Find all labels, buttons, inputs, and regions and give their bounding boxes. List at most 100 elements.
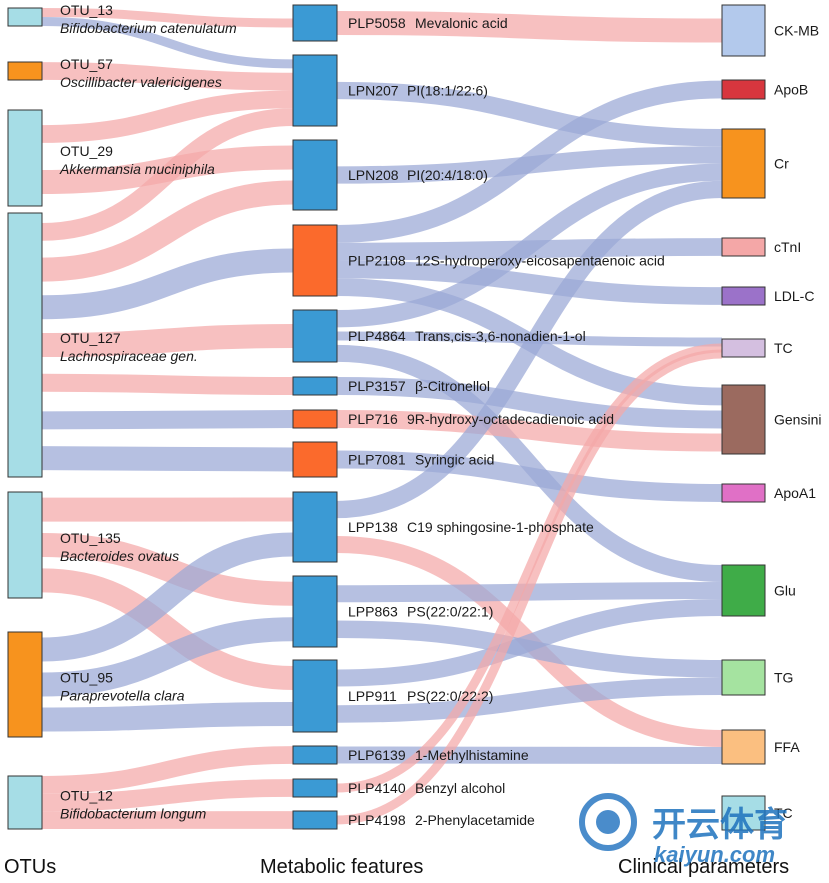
link-LPN207-Cr bbox=[336, 81, 723, 147]
otu-label-OTU_127: OTU_127 bbox=[60, 330, 121, 346]
clinical-node-TC-5 bbox=[721, 338, 766, 358]
clinical-node-LDL-C-4 bbox=[721, 286, 766, 306]
otu-taxon-OTU_135: Bacteroides ovatus bbox=[60, 548, 179, 564]
metabolite-name-LPN207: PI(18:1/22:6) bbox=[407, 83, 488, 99]
metabolite-node-PLP6139 bbox=[292, 745, 338, 765]
clinical-label-TC-5: TC bbox=[774, 340, 793, 356]
otu-node-OTU_29 bbox=[7, 109, 43, 207]
link-OTU_127-PLP3157 bbox=[41, 373, 294, 395]
metabolite-name-PLP5058: Mevalonic acid bbox=[415, 15, 508, 31]
links-layer bbox=[41, 8, 723, 830]
otu-node-OTU_12 bbox=[7, 775, 43, 830]
link-OTU_127-PLP716 bbox=[41, 410, 294, 430]
otu-taxon-OTU_12: Bifidobacterium longum bbox=[60, 806, 207, 822]
link-PLP4864-Glu bbox=[336, 344, 723, 582]
clinical-label-CK-MB-0: CK-MB bbox=[774, 23, 819, 39]
link-OTU_127-PLP7081 bbox=[41, 446, 294, 472]
nodes-layer bbox=[7, 4, 766, 831]
column-titles: OTUs Metabolic features Clinical paramet… bbox=[4, 856, 789, 878]
clinical-node-ApoB-1 bbox=[721, 79, 766, 100]
clinical-node-FFA-10 bbox=[721, 729, 766, 765]
clinical-label-TC-11: TC bbox=[774, 805, 793, 821]
metabolite-node-LPP863 bbox=[292, 575, 338, 648]
clinical-node-CK-MB-0 bbox=[721, 4, 766, 57]
watermark-ball bbox=[596, 810, 620, 834]
otu-node-OTU_127 bbox=[7, 212, 43, 478]
otu-node-OTU_135 bbox=[7, 491, 43, 599]
metabolite-node-LPN207 bbox=[292, 54, 338, 127]
link-PLP4198-TC bbox=[336, 349, 723, 825]
metabolite-name-LPP863: PS(22:0/22:1) bbox=[407, 604, 493, 620]
clinical-label-TG-9: TG bbox=[774, 670, 793, 686]
link-PLP3157-Gensini bbox=[336, 377, 723, 429]
metabolite-id-LPN207: LPN207 bbox=[348, 83, 399, 99]
metabolite-id-PLP4140: PLP4140 bbox=[348, 780, 406, 796]
metabolite-id-PLP716: PLP716 bbox=[348, 411, 398, 427]
metabolite-id-LPN208: LPN208 bbox=[348, 167, 399, 183]
metabolite-id-LPP911: LPP911 bbox=[348, 688, 397, 704]
link-LPP138-Cr bbox=[336, 180, 723, 519]
clinical-node-ApoA1-7 bbox=[721, 483, 766, 503]
link-OTU_95-LPP911 bbox=[41, 702, 294, 732]
otu-label-OTU_95: OTU_95 bbox=[60, 670, 113, 686]
metabolite-node-PLP3157 bbox=[292, 376, 338, 396]
otu-taxon-OTU_57: Oscillibacter valericigenes bbox=[60, 74, 222, 90]
otu-node-OTU_57 bbox=[7, 61, 43, 81]
link-PLP6139-FFA bbox=[336, 746, 723, 764]
clinical-label-cTnI-3: cTnI bbox=[774, 239, 801, 255]
metabolite-name-PLP2108: 12S-hydroperoxy-eicosapentaenoic acid bbox=[415, 253, 665, 269]
clinical-node-TG-9 bbox=[721, 659, 766, 696]
metabolite-id-PLP5058: PLP5058 bbox=[348, 15, 406, 31]
column-title-clinical: Clinical parameters bbox=[618, 856, 789, 878]
link-OTU_127-LPN208 bbox=[41, 180, 294, 282]
column-title-otus: OTUs bbox=[4, 856, 56, 878]
metabolite-name-PLP6139: 1-Methylhistamine bbox=[415, 747, 529, 763]
clinical-label-Glu-8: Glu bbox=[774, 583, 796, 599]
link-OTU_135-LPP863 bbox=[41, 533, 294, 606]
link-PLP716-Gensini bbox=[336, 410, 723, 452]
metabolite-node-PLP7081 bbox=[292, 441, 338, 478]
clinical-node-Cr-2 bbox=[721, 128, 766, 199]
metabolite-name-PLP4864: Trans,cis-3,6-nonadien-1-ol bbox=[415, 328, 586, 344]
link-PLP5058-CK-MB bbox=[336, 11, 723, 43]
metabolite-id-PLP7081: PLP7081 bbox=[348, 452, 406, 468]
watermark-ring bbox=[579, 793, 637, 851]
otu-taxon-OTU_95: Paraprevotella clara bbox=[60, 688, 185, 704]
link-OTU_13-PLP5058 bbox=[41, 8, 294, 28]
link-OTU_95-LPP138 bbox=[41, 532, 294, 662]
link-OTU_95-LPP863 bbox=[41, 617, 294, 697]
metabolite-node-PLP4198 bbox=[292, 810, 338, 830]
otu-taxon-OTU_13: Bifidobacterium catenulatum bbox=[60, 20, 237, 36]
metabolite-id-PLP4198: PLP4198 bbox=[348, 812, 406, 828]
metabolite-node-PLP5058 bbox=[292, 4, 338, 42]
metabolite-id-PLP4864: PLP4864 bbox=[348, 328, 406, 344]
link-OTU_12-PLP4140 bbox=[41, 779, 294, 812]
clinical-node-Gensini-6 bbox=[721, 384, 766, 455]
metabolite-id-PLP2108: PLP2108 bbox=[348, 253, 406, 269]
metabolite-node-PLP716 bbox=[292, 409, 338, 429]
metabolite-node-PLP4864 bbox=[292, 309, 338, 363]
otu-node-OTU_95 bbox=[7, 631, 43, 738]
metabolite-node-PLP4140 bbox=[292, 778, 338, 798]
clinical-label-ApoB-1: ApoB bbox=[774, 82, 808, 98]
link-PLP4140-TC bbox=[336, 343, 723, 793]
metabolite-name-PLP7081: Syringic acid bbox=[415, 452, 494, 468]
clinical-label-Cr-2: Cr bbox=[774, 156, 789, 172]
link-OTU_135-LPP911 bbox=[41, 568, 294, 690]
clinical-label-LDL-C-4: LDL-C bbox=[774, 288, 814, 304]
metabolite-node-LPP911 bbox=[292, 659, 338, 733]
metabolite-node-PLP2108 bbox=[292, 224, 338, 297]
metabolite-id-PLP6139: PLP6139 bbox=[348, 747, 406, 763]
link-PLP7081-ApoA1 bbox=[336, 450, 723, 502]
metabolite-name-PLP716: 9R-hydroxy-octadecadienoic acid bbox=[407, 411, 614, 427]
watermark-brand: 开云体育 bbox=[652, 805, 788, 845]
metabolite-name-PLP4198: 2-Phenylacetamide bbox=[415, 812, 535, 828]
link-OTU_57-LPN207 bbox=[41, 62, 294, 91]
metabolite-node-LPN208 bbox=[292, 139, 338, 211]
link-OTU_12-PLP6139 bbox=[41, 746, 294, 794]
clinical-node-cTnI-3 bbox=[721, 237, 766, 257]
metabolite-id-PLP3157: PLP3157 bbox=[348, 378, 406, 394]
clinical-node-Glu-8 bbox=[721, 564, 766, 617]
